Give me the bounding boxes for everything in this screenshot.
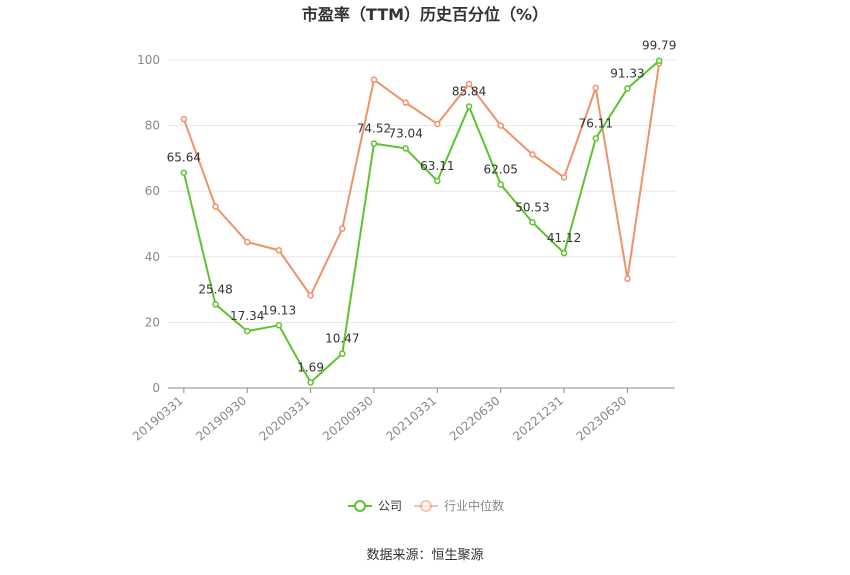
x-tick-label: 20200930 xyxy=(320,394,376,444)
data-label: 62.05 xyxy=(484,162,518,176)
data-label: 10.47 xyxy=(325,332,359,346)
data-source: 数据来源：恒生聚源 xyxy=(366,548,483,563)
data-label: 74.52 xyxy=(357,122,391,136)
data-point xyxy=(434,177,441,185)
data-point xyxy=(243,238,251,246)
x-tick-label: 20221231 xyxy=(510,394,566,444)
data-point xyxy=(275,322,283,329)
data-point xyxy=(560,174,568,181)
data-point xyxy=(402,99,409,106)
data-point xyxy=(592,135,600,142)
y-axis: 0 20 40 60 80 100 xyxy=(137,53,160,395)
y-tick-label: 0 xyxy=(152,381,160,395)
data-point xyxy=(243,327,251,335)
data-point xyxy=(529,219,536,226)
legend: 公司 行业中位数 xyxy=(348,498,504,513)
data-point xyxy=(339,225,346,232)
x-tick-label: 20200331 xyxy=(257,394,313,444)
y-tick-label: 20 xyxy=(145,315,160,329)
data-point xyxy=(339,350,346,357)
series-line-industry-median xyxy=(182,63,661,297)
y-tick-label: 80 xyxy=(145,119,160,133)
data-point xyxy=(370,140,378,147)
data-label: 91.33 xyxy=(610,66,644,80)
data-label: 19.13 xyxy=(262,303,296,317)
legend-company-marker xyxy=(354,500,366,512)
x-tick-label: 20210331 xyxy=(383,394,439,444)
data-label: 76.11 xyxy=(579,116,613,130)
data-label: 25.48 xyxy=(198,282,232,296)
data-label: 99.79 xyxy=(642,39,676,53)
data-point xyxy=(624,275,631,283)
series-line-company xyxy=(182,59,660,384)
legend-item-company[interactable]: 公司 xyxy=(348,499,402,513)
data-point xyxy=(307,379,314,386)
x-tick-label: 20190930 xyxy=(193,394,249,444)
data-label: 65.64 xyxy=(167,151,201,165)
data-point xyxy=(434,120,441,128)
x-axis: 20190331 20190930 20200331 20200930 20210331… xyxy=(130,387,675,444)
data-point xyxy=(592,84,600,92)
legend-item-industry-median[interactable]: 行业中位数 xyxy=(414,498,504,513)
legend-industry-label: 行业中位数 xyxy=(444,498,504,513)
data-point xyxy=(212,301,219,308)
x-tick-label: 20220630 xyxy=(447,394,503,444)
x-tick-label: 20230630 xyxy=(574,394,630,444)
data-point xyxy=(180,169,188,176)
series-layer xyxy=(180,57,663,386)
data-label: 1.69 xyxy=(297,360,324,374)
y-tick-label: 60 xyxy=(145,184,160,198)
data-point xyxy=(465,103,473,110)
data-point xyxy=(465,80,473,88)
data-point xyxy=(624,85,631,92)
legend-industry-marker xyxy=(420,500,432,512)
data-label: 41.12 xyxy=(547,231,581,245)
data-point xyxy=(529,151,536,158)
data-point xyxy=(497,122,504,129)
data-point xyxy=(180,115,188,123)
legend-company-label: 公司 xyxy=(378,499,402,513)
data-point xyxy=(212,203,219,210)
data-label: 63.11 xyxy=(420,159,454,173)
data-point xyxy=(275,246,283,254)
x-tick-label: 20190331 xyxy=(130,394,186,444)
data-point xyxy=(560,249,568,257)
data-point xyxy=(655,57,663,64)
data-point xyxy=(497,181,504,188)
grid xyxy=(168,59,675,323)
data-label: 50.53 xyxy=(515,200,549,214)
y-tick-label: 100 xyxy=(137,53,160,67)
data-label: 85.84 xyxy=(452,84,486,98)
data-point xyxy=(402,145,409,152)
chart-title: 市盈率（TTM）历史百分位（%） xyxy=(302,5,548,24)
data-point xyxy=(307,292,314,299)
y-tick-label: 40 xyxy=(145,250,160,264)
data-label: 17.34 xyxy=(230,309,264,323)
data-point xyxy=(370,76,378,83)
data-label: 73.04 xyxy=(388,126,422,140)
